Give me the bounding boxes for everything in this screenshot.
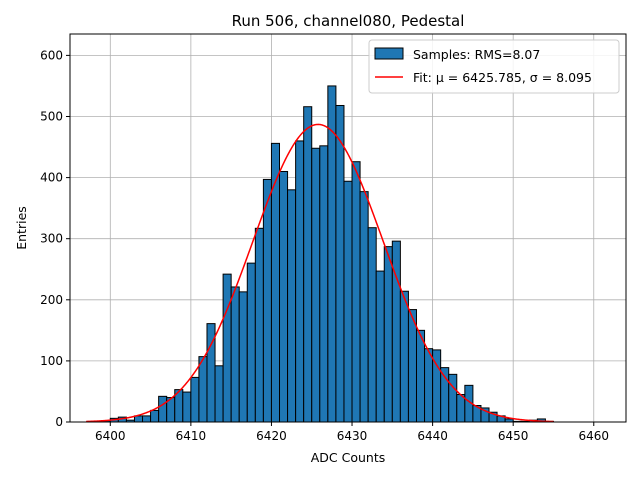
histogram-bar	[399, 290, 409, 423]
legend-label-samples: Samples: RMS=8.07	[413, 47, 540, 62]
histogram-bar	[279, 170, 289, 423]
x-axis-label: ADC Counts	[311, 450, 386, 465]
histogram-bar	[222, 273, 232, 423]
histogram-bar	[375, 270, 385, 423]
histogram-bar	[367, 227, 377, 423]
histogram-bar	[343, 180, 353, 423]
histogram-bar	[319, 145, 329, 423]
x-tick-label: 6460	[578, 429, 609, 443]
histogram-bar	[415, 329, 426, 423]
histogram-bar	[150, 409, 160, 423]
x-tick-label: 6410	[176, 429, 207, 443]
histogram-bar	[359, 191, 369, 423]
histogram-bar	[448, 373, 458, 423]
histogram-bar	[214, 365, 224, 423]
histogram-bar	[311, 147, 321, 423]
histogram-bar	[230, 286, 240, 423]
histogram-bar	[327, 85, 337, 423]
histogram-bar	[424, 348, 434, 423]
plot-frame	[69, 33, 627, 423]
x-tick-label: 6450	[498, 429, 529, 443]
x-axis-ticks: 6400 6410 6420 6430 6440 6450 6460	[95, 422, 609, 443]
x-tick-label: 6420	[256, 429, 287, 443]
histogram-bar	[303, 106, 313, 423]
histogram-bar	[142, 415, 152, 423]
chart-title: Run 506, channel080, Pedestal	[232, 12, 465, 30]
histogram-bar	[270, 142, 281, 423]
x-tick-label: 6430	[337, 429, 368, 443]
histogram-bar	[238, 291, 248, 423]
histogram-bar	[456, 394, 466, 423]
histogram-bar	[335, 104, 345, 423]
histogram-bar	[198, 356, 208, 423]
histogram-bar	[246, 262, 256, 423]
legend-box	[368, 39, 620, 94]
y-tick-label: 200	[40, 293, 63, 307]
x-tick-label: 6440	[417, 429, 448, 443]
x-tick-label: 6400	[95, 429, 126, 443]
histogram-bar	[133, 415, 144, 423]
y-tick-label: 300	[40, 232, 63, 246]
histogram-bar	[158, 395, 168, 423]
histogram-bar	[351, 161, 361, 423]
y-axis-ticks: 0 100 200 300 400 500 600	[40, 48, 70, 429]
y-tick-label: 0	[55, 415, 63, 429]
histogram-bar	[182, 391, 192, 423]
histogram-bar	[287, 189, 297, 423]
histogram-bar	[407, 309, 417, 423]
fit-curve	[86, 123, 554, 423]
histogram-bar	[262, 178, 272, 423]
legend-swatch-samples	[374, 47, 404, 60]
y-tick-label: 100	[40, 354, 63, 368]
histogram-bar	[383, 246, 393, 423]
histogram-bar	[295, 140, 305, 423]
y-axis-label: Entries	[14, 206, 29, 250]
histogram-bar	[190, 376, 200, 423]
y-tick-label: 600	[40, 48, 63, 62]
legend: Samples: RMS=8.07 Fit: μ = 6425.785, σ =…	[368, 39, 620, 94]
histogram-bar	[254, 227, 264, 423]
histogram-bars	[93, 85, 554, 423]
legend-label-fit: Fit: μ = 6425.785, σ = 8.095	[413, 70, 592, 85]
y-tick-label: 500	[40, 109, 63, 123]
y-tick-label: 400	[40, 171, 63, 185]
